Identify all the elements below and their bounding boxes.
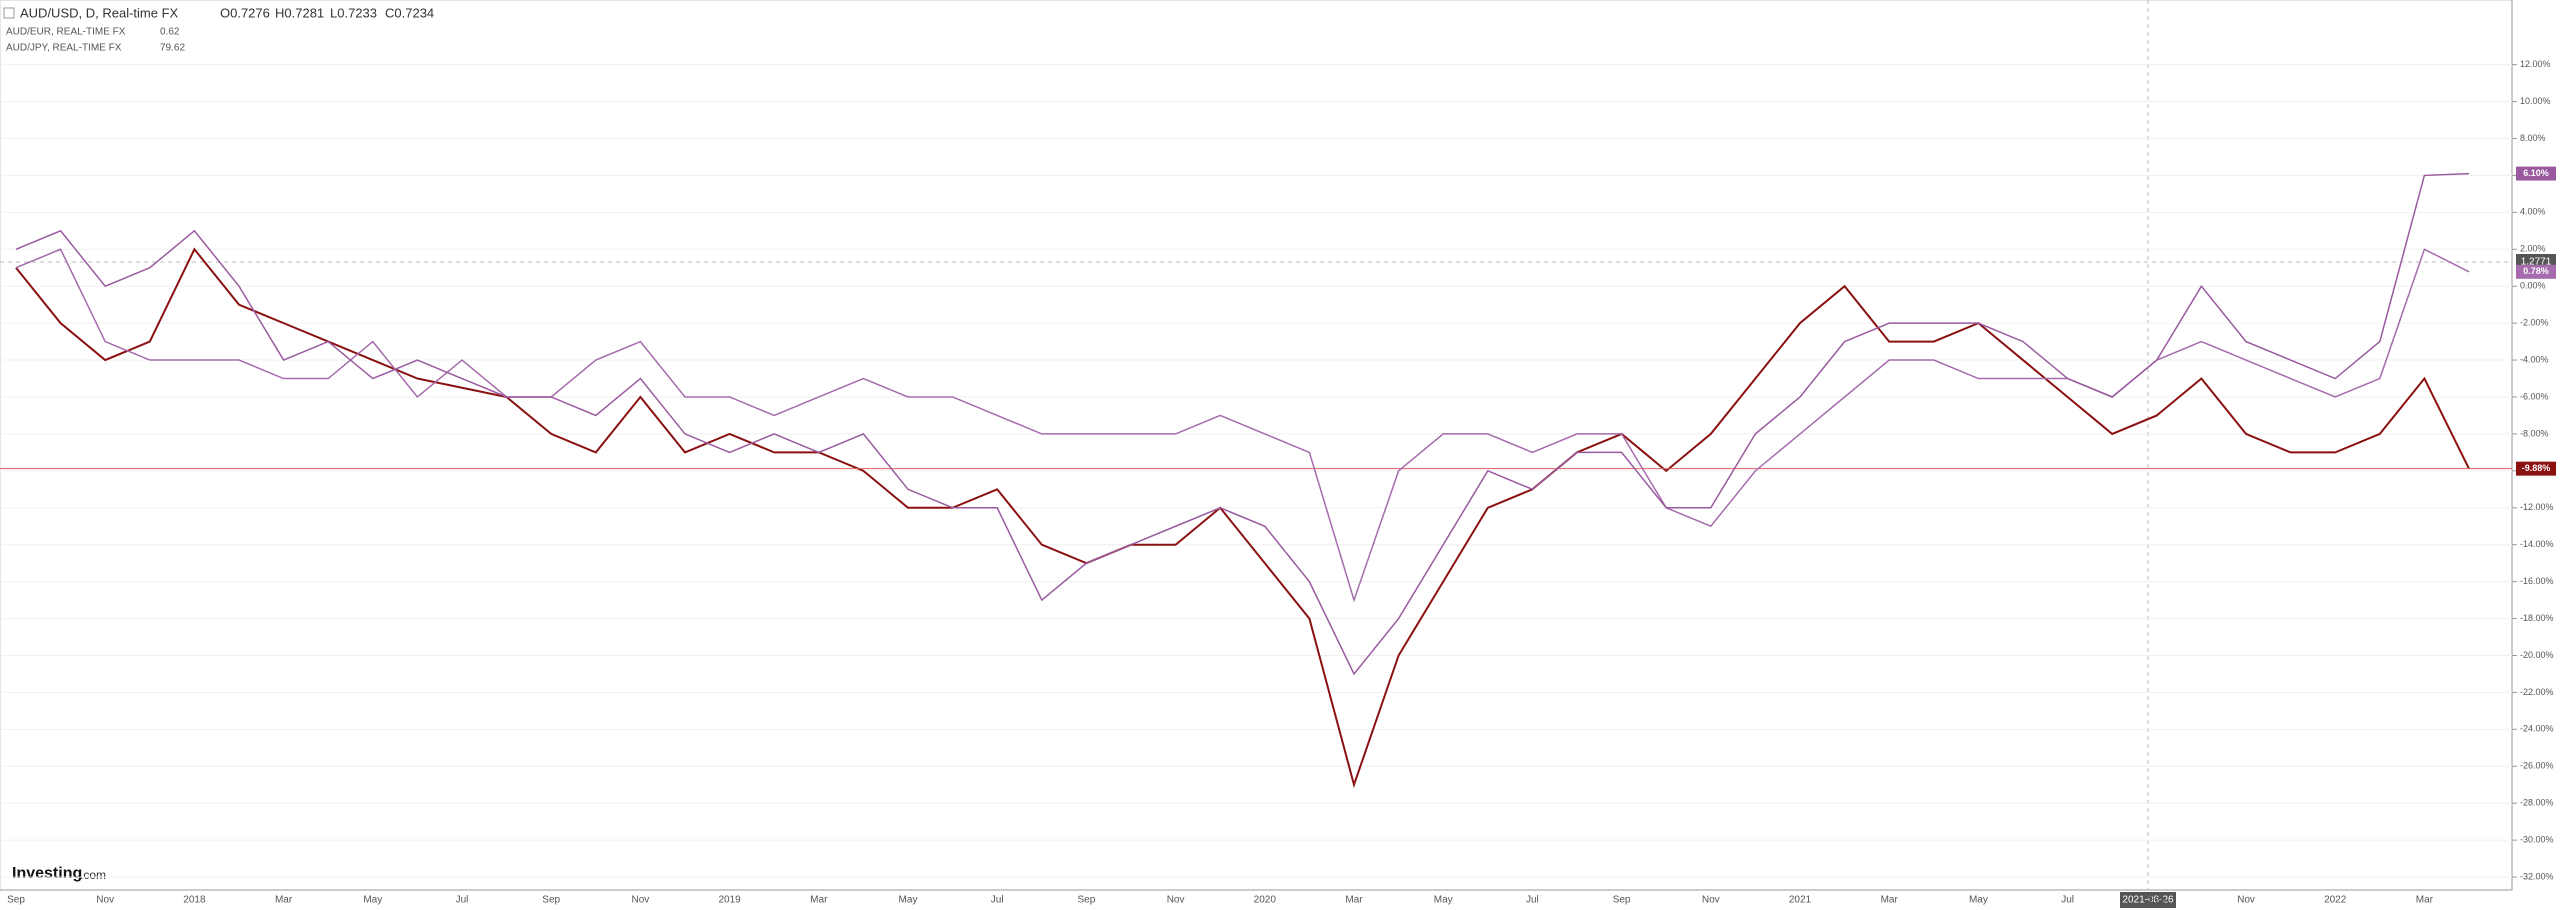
- logo-suffix: .com: [80, 868, 106, 882]
- last-value-label: 0.78%: [2523, 266, 2549, 276]
- y-tick-label: -6.00%: [2520, 391, 2549, 401]
- y-tick-label: 8.00%: [2520, 133, 2546, 143]
- symbol: AUD/USD, D, Real-time FX: [20, 5, 179, 20]
- last-value-label: 6.10%: [2523, 168, 2549, 178]
- overlay-value: 79.62: [160, 43, 185, 54]
- last-value-label: -9.88%: [2522, 463, 2551, 473]
- x-tick-label: Mar: [1345, 895, 1363, 906]
- ohlc-low: L0.7233: [330, 5, 377, 20]
- y-tick-label: -32.00%: [2520, 871, 2554, 881]
- overlay-name: AUD/JPY, REAL-TIME FX: [6, 43, 122, 54]
- x-tick-label: May: [363, 895, 382, 906]
- x-tick-label: 2018: [183, 895, 206, 906]
- x-tick-label: Sep: [1078, 895, 1096, 906]
- x-tick-label: Mar: [810, 895, 828, 906]
- x-tick-label: Sep: [7, 895, 25, 906]
- y-tick-label: -28.00%: [2520, 798, 2554, 808]
- overlay-value: 0.62: [160, 27, 180, 38]
- x-tick-label: Jul: [456, 895, 469, 906]
- x-tick-label: Sep: [2148, 895, 2166, 906]
- y-tick-label: -24.00%: [2520, 724, 2554, 734]
- series-line: [15, 247, 2470, 789]
- y-tick-label: -20.00%: [2520, 650, 2554, 660]
- last-value-badge: [2516, 166, 2556, 181]
- x-tick-label: Jul: [991, 895, 1004, 906]
- y-tick-label: 12.00%: [2520, 59, 2551, 69]
- y-tick-label: -4.00%: [2520, 354, 2549, 364]
- y-tick-label: 10.00%: [2520, 96, 2551, 106]
- crosshair-x-badge: [2120, 892, 2176, 908]
- last-value-badge: [2516, 264, 2556, 279]
- y-tick-label: -2.00%: [2520, 318, 2549, 328]
- x-tick-label: Nov: [1702, 895, 1720, 906]
- logo: Investing: [12, 865, 82, 882]
- x-tick-label: May: [1969, 895, 1988, 906]
- y-tick-label: -8.00%: [2520, 428, 2549, 438]
- ohlc-close: C0.7234: [385, 5, 434, 20]
- x-tick-label: Jul: [2061, 895, 2074, 906]
- overlay-name: AUD/EUR, REAL-TIME FX: [6, 27, 126, 38]
- ohlc-high: H0.7281: [275, 5, 324, 20]
- y-tick-label: -12.00%: [2520, 502, 2554, 512]
- series-line: [15, 248, 2470, 603]
- collapse-icon[interactable]: [3, 7, 15, 19]
- x-tick-label: Jul: [1526, 895, 1539, 906]
- y-tick-label: 4.00%: [2520, 207, 2546, 217]
- crosshair-x-label: 2021-08-26: [2122, 895, 2174, 906]
- x-tick-label: May: [899, 895, 918, 906]
- y-tick-label: -30.00%: [2520, 835, 2554, 845]
- x-tick-label: Nov: [632, 895, 650, 906]
- y-tick-label: -14.00%: [2520, 539, 2554, 549]
- x-tick-label: Mar: [2416, 895, 2434, 906]
- x-tick-label: Nov: [1167, 895, 1185, 906]
- x-tick-label: Mar: [1881, 895, 1899, 906]
- last-value-badge: [2516, 461, 2556, 476]
- y-tick-label: -18.00%: [2520, 613, 2554, 623]
- x-tick-label: 2022: [2324, 895, 2347, 906]
- ohlc-open: O0.7276: [220, 5, 270, 20]
- x-tick-label: Nov: [96, 895, 114, 906]
- x-tick-label: 2021: [1789, 895, 1812, 906]
- x-tick-label: Mar: [275, 895, 293, 906]
- x-tick-label: Sep: [542, 895, 560, 906]
- series-line: [15, 172, 2470, 676]
- x-tick-label: 2019: [718, 895, 741, 906]
- y-tick-label: -16.00%: [2520, 576, 2554, 586]
- plot-area: [0, 0, 2513, 891]
- y-tick-label: 2.00%: [2520, 244, 2546, 254]
- x-tick-label: 2020: [1254, 895, 1277, 906]
- x-tick-label: Sep: [1613, 895, 1631, 906]
- y-tick-label: 0.00%: [2520, 281, 2546, 291]
- y-tick-label: -26.00%: [2520, 761, 2554, 771]
- y-tick-label: -22.00%: [2520, 687, 2554, 697]
- x-tick-label: Nov: [2237, 895, 2255, 906]
- crosshair-y-label: 1.2771: [2521, 257, 2552, 268]
- x-tick-label: May: [1434, 895, 1453, 906]
